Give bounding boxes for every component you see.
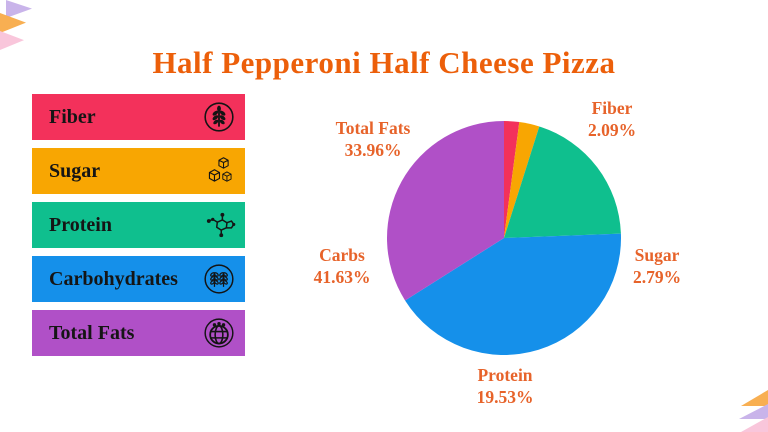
grain-circle-icon	[202, 262, 236, 296]
legend-item-total-fats: Total Fats	[32, 310, 245, 356]
legend-label: Carbohydrates	[49, 267, 178, 290]
molecule-icon	[202, 208, 236, 242]
corner-triangle-orange	[741, 390, 768, 406]
legend-label: Total Fats	[49, 321, 135, 344]
pie-chart	[387, 121, 621, 355]
pie-slice-fiber	[504, 121, 520, 238]
pie-slice-total-fats	[387, 121, 504, 301]
pie-slice-sugar	[504, 122, 540, 238]
page-title: Half Pepperoni Half Cheese Pizza	[152, 44, 616, 80]
sugar-cubes-icon	[202, 154, 236, 188]
legend: Fiber Sugar	[32, 94, 245, 364]
legend-item-sugar: Sugar	[32, 148, 245, 194]
legend-item-carbohydrates: Carbohydrates	[32, 256, 245, 302]
legend-item-fiber: Fiber	[32, 94, 245, 140]
corner-triangle-lavender	[6, 0, 32, 18]
legend-item-protein: Protein	[32, 202, 245, 248]
fats-globe-icon	[202, 316, 236, 350]
legend-label: Sugar	[49, 159, 101, 182]
pie-label-protein: Protein 19.53%	[476, 365, 534, 407]
pie-slice-protein	[504, 126, 621, 238]
legend-label: Fiber	[49, 105, 96, 128]
corner-triangle-pink	[741, 417, 768, 432]
pie-label-sugar: Sugar 2.79%	[632, 245, 682, 287]
pie-slice-carbs	[405, 233, 621, 355]
legend-label: Protein	[49, 213, 112, 236]
corner-triangle-orange	[0, 13, 26, 33]
corner-triangle-lavender	[739, 404, 768, 419]
pie-label-carbs: Carbs 41.63%	[313, 245, 371, 287]
wheat-circle-icon	[202, 100, 236, 134]
